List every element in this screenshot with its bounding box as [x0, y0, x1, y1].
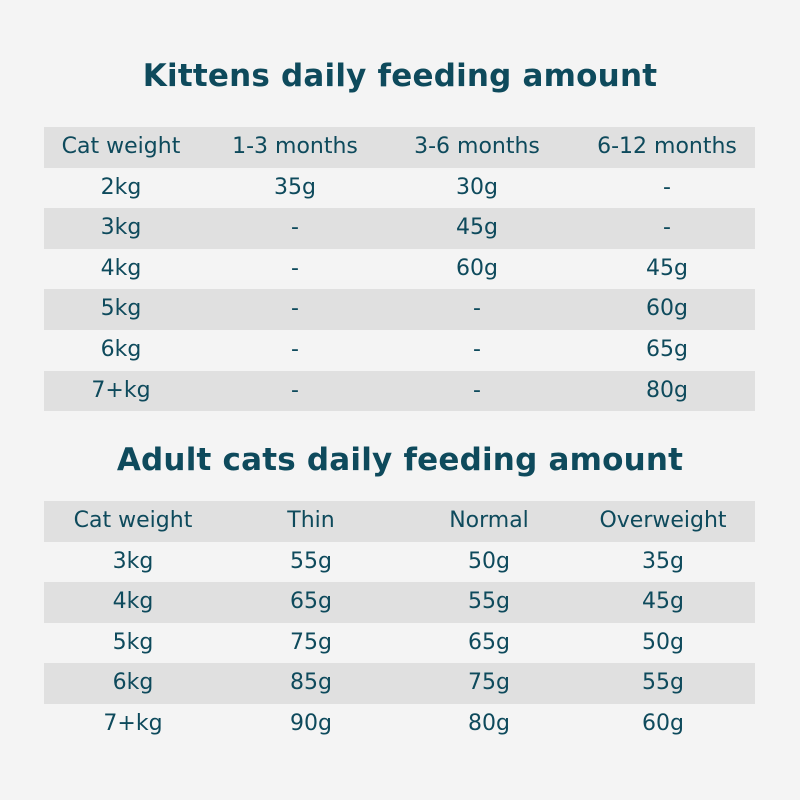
table-row: 3kg - 45g -: [44, 208, 755, 249]
table-cell: 4kg: [100, 255, 142, 281]
table-row: 5kg - - 60g: [44, 289, 755, 330]
table-cell: 55g: [290, 548, 332, 574]
table-cell: -: [663, 215, 671, 241]
table-cell: 3kg: [112, 548, 154, 574]
table-cell: 55g: [468, 589, 510, 615]
column-header: 6-12 months: [597, 134, 737, 159]
table-cell: 4kg: [112, 589, 154, 615]
table-cell: -: [291, 255, 299, 281]
table-cell: 30g: [456, 174, 498, 200]
table-row: 7+kg - - 80g: [44, 370, 755, 412]
table-cell: 7+kg: [91, 377, 151, 403]
table-cell: 75g: [468, 670, 510, 696]
table-cell: -: [291, 336, 299, 362]
table-cell: -: [291, 296, 299, 322]
table-row: 3kg 55g 50g 35g: [44, 542, 755, 583]
table-row: 4kg 65g 55g 45g: [44, 582, 755, 623]
table-row: 6kg 85g 75g 55g: [44, 663, 755, 704]
kittens-table: Cat weight 1-3 months 3-6 months 6-12 month…: [44, 127, 755, 412]
table-row: 2kg 35g 30g -: [44, 168, 755, 209]
table-cell: 60g: [642, 710, 684, 736]
table-cell: 6kg: [112, 670, 154, 696]
kittens-title: Kittens daily feeding amount: [142, 58, 658, 94]
column-header: Overweight: [599, 508, 727, 533]
table-cell: 5kg: [100, 296, 142, 322]
table-cell: 7+kg: [103, 710, 163, 736]
table-cell: 55g: [642, 670, 684, 696]
table-cell: 85g: [290, 670, 332, 696]
table-cell: 75g: [290, 629, 332, 655]
table-cell: 45g: [456, 215, 498, 241]
table-cell: 6kg: [100, 336, 142, 362]
table-cell: -: [473, 377, 481, 403]
table-cell: 65g: [646, 336, 688, 362]
table-row: 5kg 75g 65g 50g: [44, 623, 755, 664]
table-cell: -: [291, 377, 299, 403]
column-header: 3-6 months: [414, 134, 540, 159]
table-cell: 50g: [642, 629, 684, 655]
column-header: 1-3 months: [232, 134, 358, 159]
adults-title: Adult cats daily feeding amount: [116, 442, 684, 478]
table-cell: 45g: [642, 589, 684, 615]
table-cell: 80g: [646, 377, 688, 403]
table-cell: 2kg: [100, 174, 142, 200]
table-cell: 3kg: [100, 215, 142, 241]
table-cell: 35g: [274, 174, 316, 200]
table-cell: 45g: [646, 255, 688, 281]
table-row: 4kg - 60g 45g: [44, 249, 755, 290]
table-cell: 90g: [290, 710, 332, 736]
header-row: Cat weight 1-3 months 3-6 months 6-12 month…: [44, 127, 755, 168]
table-cell: 65g: [468, 629, 510, 655]
adults-table: Cat weight Thin Normal Overweight 3kg 55g 50g 3…: [44, 501, 755, 745]
column-header: Thin: [287, 508, 335, 533]
table-cell: -: [473, 336, 481, 362]
table-cell: -: [473, 296, 481, 322]
column-header: Cat weight: [73, 508, 193, 533]
table-cell: -: [663, 174, 671, 200]
table-cell: 50g: [468, 548, 510, 574]
column-header: Cat weight: [61, 134, 181, 159]
table-row: 7+kg 90g 80g 60g: [44, 704, 755, 745]
table-cell: 5kg: [112, 629, 154, 655]
table-cell: -: [291, 215, 299, 241]
column-header: Normal: [449, 508, 529, 533]
header-row: Cat weight Thin Normal Overweight: [44, 501, 755, 542]
table-row: 6kg - - 65g: [44, 330, 755, 371]
table-cell: 65g: [290, 589, 332, 615]
table-cell: 60g: [646, 296, 688, 322]
table-cell: 35g: [642, 548, 684, 574]
table-cell: 80g: [468, 710, 510, 736]
table-cell: 60g: [456, 255, 498, 281]
